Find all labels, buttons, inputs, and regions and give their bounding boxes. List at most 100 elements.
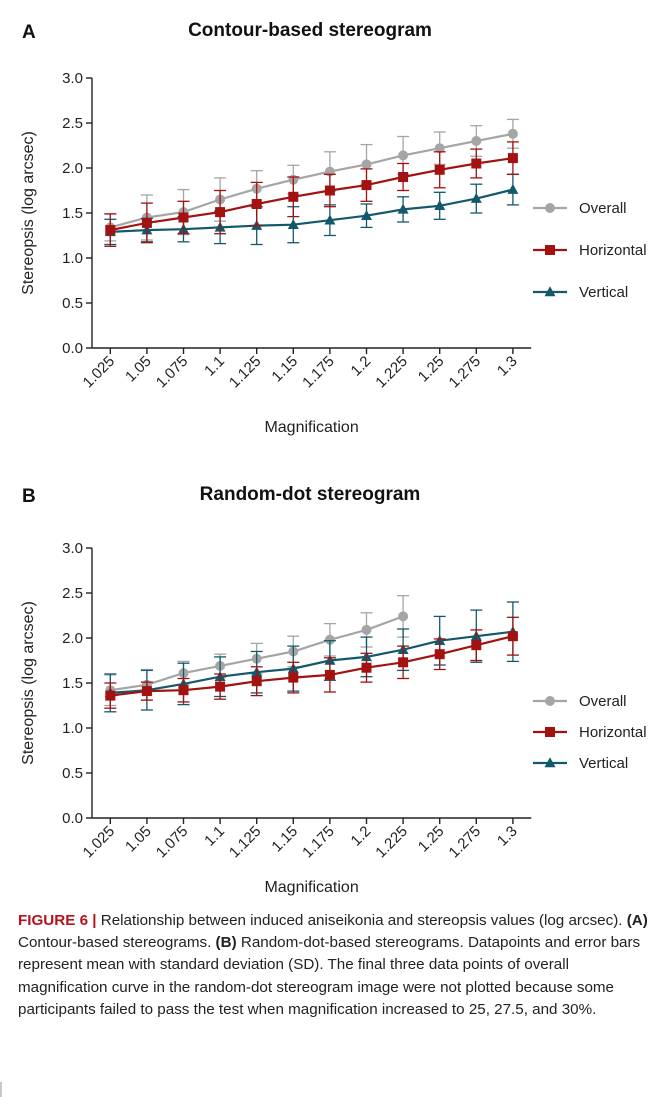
y-tick-label: 2.0 bbox=[62, 630, 83, 647]
marker-triangle bbox=[544, 757, 556, 768]
x-axis-label: Magnification bbox=[264, 419, 358, 436]
legend-label: Horizontal bbox=[579, 242, 647, 259]
figure-caption: FIGURE 6 | Relationship between induced … bbox=[18, 910, 650, 1021]
y-tick-label: 1.0 bbox=[62, 720, 83, 737]
marker-square bbox=[324, 185, 335, 196]
marker-square bbox=[288, 672, 299, 683]
legend-item-horizontal: Horizontal bbox=[533, 724, 647, 741]
marker-square bbox=[471, 158, 482, 169]
marker-square bbox=[105, 225, 116, 236]
caption-figure-label: FIGURE 6 | bbox=[18, 912, 97, 929]
x-tick-label: 1.125 bbox=[226, 823, 265, 862]
x-tick-label: 1.2 bbox=[348, 353, 375, 380]
marker-triangle bbox=[470, 192, 482, 203]
x-tick-label: 1.15 bbox=[268, 823, 301, 856]
marker-circle bbox=[398, 150, 409, 161]
marker-square bbox=[434, 164, 445, 175]
marker-square bbox=[507, 631, 518, 642]
x-tick-label: 1.225 bbox=[372, 353, 411, 392]
x-tick-label: 1.225 bbox=[372, 823, 411, 862]
x-tick-label: 1.25 bbox=[415, 823, 448, 856]
caption-side-rule bbox=[0, 1082, 20, 1097]
marker-square bbox=[398, 657, 409, 668]
x-tick-label: 1.125 bbox=[226, 353, 265, 392]
legend-label: Overall bbox=[579, 693, 627, 710]
y-tick-label: 1.5 bbox=[62, 205, 83, 222]
x-tick-label: 1.275 bbox=[446, 823, 485, 862]
legend-item-horizontal: Horizontal bbox=[533, 242, 647, 259]
x-tick-label: 1.275 bbox=[446, 353, 485, 392]
series-horizontal bbox=[104, 141, 519, 247]
marker-square bbox=[288, 191, 299, 202]
marker-circle bbox=[398, 611, 409, 622]
marker-triangle bbox=[287, 218, 299, 229]
marker-square bbox=[251, 676, 262, 687]
legend-item-overall: Overall bbox=[533, 693, 627, 710]
marker-triangle bbox=[397, 203, 409, 214]
series-vertical bbox=[104, 173, 519, 246]
panel-b-label: B bbox=[22, 486, 36, 507]
marker-square bbox=[141, 686, 152, 697]
series-line bbox=[110, 132, 514, 229]
marker-triangle bbox=[324, 214, 336, 225]
x-tick-label: 1.05 bbox=[122, 353, 155, 386]
x-tick-label: 1.15 bbox=[268, 353, 301, 386]
x-tick-label: 1.3 bbox=[494, 823, 521, 850]
y-tick-label: 0.0 bbox=[62, 340, 83, 357]
marker-square bbox=[507, 153, 518, 164]
marker-square bbox=[398, 172, 409, 182]
y-tick-label: 2.5 bbox=[62, 115, 83, 132]
x-tick-label: 1.075 bbox=[153, 353, 192, 392]
x-tick-label: 1.175 bbox=[299, 823, 338, 862]
panel-b-random-dot-chart: B Random-dot stereogram 0.0 0.5 1.0 1.5 2.0 2… bbox=[0, 470, 659, 910]
series-vertical bbox=[104, 601, 519, 713]
panel-b-title: Random-dot stereogram bbox=[199, 484, 421, 505]
series-line bbox=[110, 157, 514, 232]
legend-label: Overall bbox=[579, 200, 627, 217]
caption-ref-b: (B) bbox=[215, 934, 237, 952]
marker-circle bbox=[545, 696, 555, 706]
caption-text-2: Contour-based stereograms. bbox=[18, 934, 216, 952]
y-axis-label: Stereopsis (log arcsec) bbox=[20, 601, 37, 765]
y-axis-label: Stereopsis (log arcsec) bbox=[20, 131, 37, 295]
legend-item-overall: Overall bbox=[533, 200, 627, 217]
x-tick-label: 1.075 bbox=[153, 823, 192, 862]
y-tick-label: 0.5 bbox=[62, 765, 83, 782]
series-line bbox=[110, 630, 514, 694]
legend-label: Vertical bbox=[579, 284, 628, 301]
x-tick-label: 1.05 bbox=[122, 823, 155, 856]
caption-text-1: Relationship between induced aniseikonia… bbox=[96, 912, 627, 929]
series-line bbox=[110, 188, 514, 233]
marker-square bbox=[434, 649, 445, 660]
y-tick-label: 3.0 bbox=[62, 540, 83, 557]
y-tick-label: 2.5 bbox=[62, 585, 83, 602]
marker-square bbox=[178, 685, 189, 696]
panel-a-label: A bbox=[22, 22, 36, 43]
legend-item-vertical: Vertical bbox=[533, 755, 628, 772]
marker-circle bbox=[361, 159, 372, 170]
marker-triangle bbox=[434, 200, 446, 211]
x-tick-label: 1.025 bbox=[80, 353, 119, 392]
marker-square bbox=[178, 212, 189, 223]
x-tick-label: 1.1 bbox=[201, 353, 228, 380]
marker-circle bbox=[471, 136, 482, 146]
panel-a-contour-chart: A Contour-based stereogram 0.0 0.5 1.0 1.5 2… bbox=[0, 0, 659, 470]
marker-circle bbox=[507, 128, 518, 139]
series-line bbox=[110, 635, 514, 697]
marker-square bbox=[141, 217, 152, 228]
x-tick-label: 1.3 bbox=[494, 353, 521, 380]
marker-circle bbox=[361, 624, 372, 635]
x-tick-label: 1.1 bbox=[201, 823, 228, 850]
series-horizontal bbox=[104, 616, 519, 709]
marker-square bbox=[361, 180, 372, 191]
marker-square bbox=[215, 207, 226, 218]
marker-circle bbox=[545, 203, 555, 213]
marker-triangle bbox=[507, 183, 519, 194]
marker-square bbox=[545, 727, 555, 737]
legend-label: Vertical bbox=[579, 755, 628, 772]
y-tick-label: 0.5 bbox=[62, 295, 83, 312]
x-tick-label: 1.175 bbox=[299, 353, 338, 392]
marker-square bbox=[361, 662, 372, 673]
legend-item-vertical: Vertical bbox=[533, 284, 628, 301]
marker-square bbox=[471, 640, 482, 651]
